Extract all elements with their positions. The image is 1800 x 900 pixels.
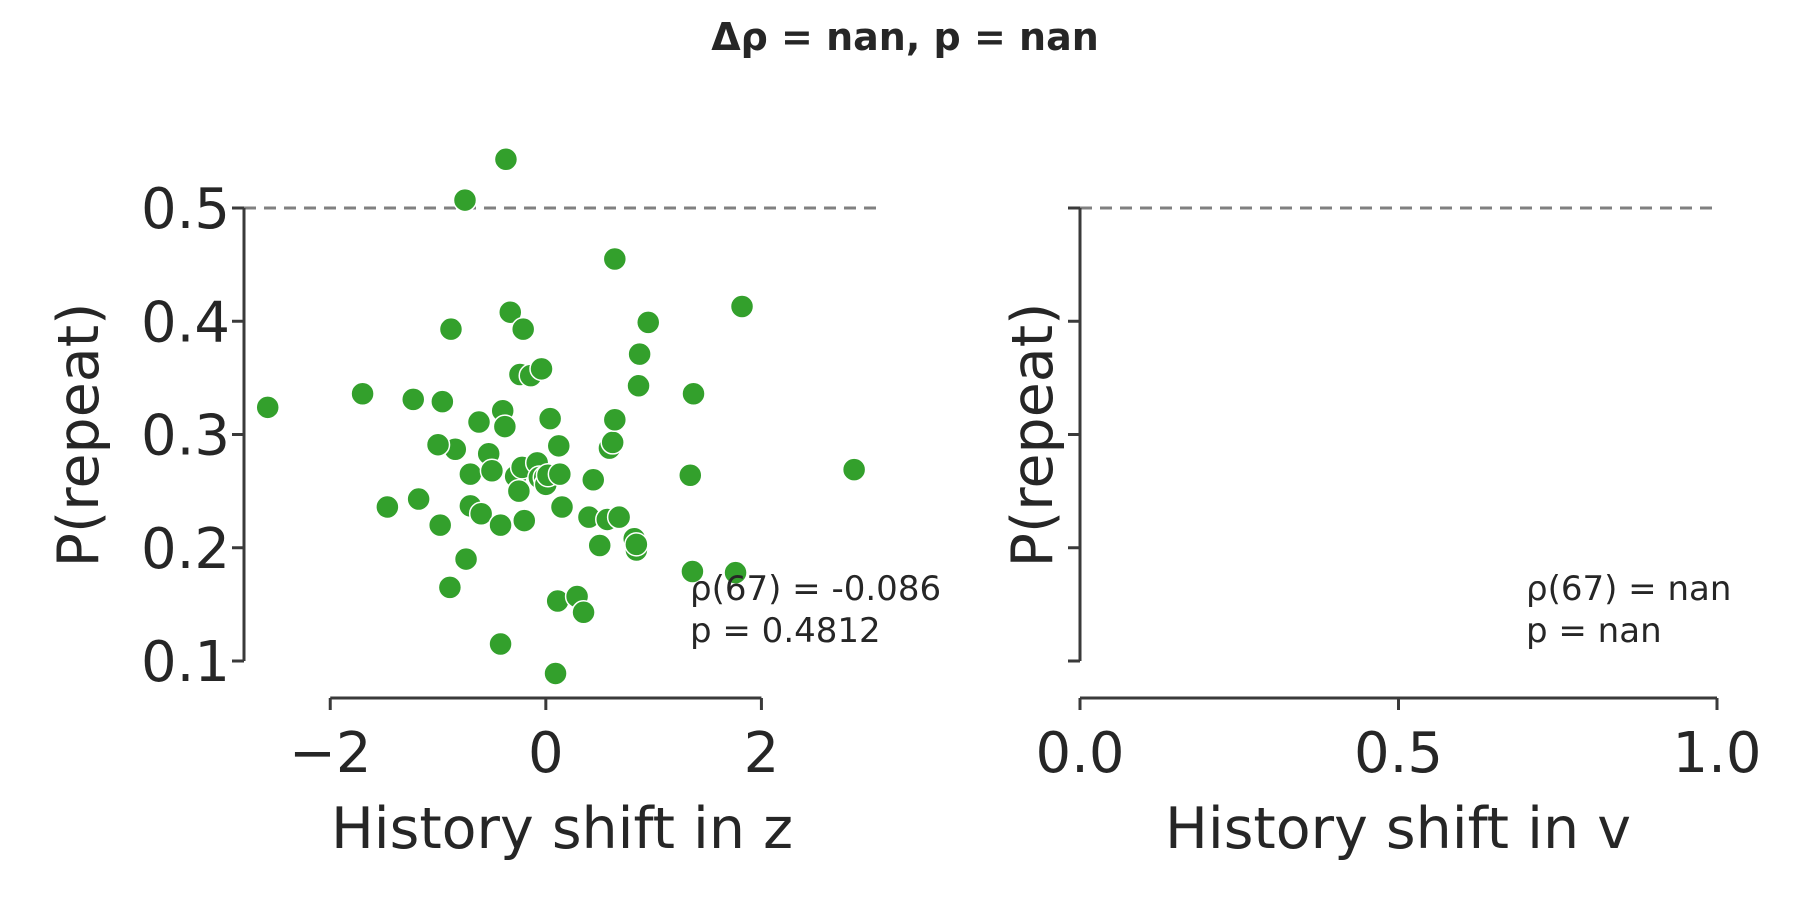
stats-p: p = 0.4812 <box>690 611 881 651</box>
data-point <box>627 341 652 367</box>
stats-rho: ρ(67) = -0.086 <box>690 569 941 609</box>
y-tick-label: 0.2 <box>141 517 230 582</box>
data-point <box>512 508 537 533</box>
data-point <box>729 294 755 319</box>
data-point <box>626 373 651 399</box>
x-tick-label: 0.0 <box>1035 721 1124 786</box>
stats-rho: ρ(67) = nan <box>1526 569 1731 609</box>
data-point <box>678 463 703 488</box>
data-point <box>581 467 606 493</box>
data-point <box>587 533 612 558</box>
data-point <box>841 457 867 482</box>
x-tick-label: 0 <box>528 721 564 786</box>
data-point <box>600 430 625 455</box>
data-point <box>488 631 513 657</box>
data-point <box>571 600 596 625</box>
x-tick-label: 0.5 <box>1354 721 1443 786</box>
y-axis-label: P(repeat) <box>46 303 112 568</box>
data-point <box>498 299 523 325</box>
data-point <box>606 504 632 530</box>
y-tick-label: 0.4 <box>141 290 230 355</box>
data-point <box>255 395 280 420</box>
x-axis-label: History shift in v <box>1165 796 1631 862</box>
data-point <box>350 381 375 406</box>
y-axis-label: P(repeat) <box>1000 303 1066 568</box>
data-point <box>466 409 492 435</box>
data-point <box>438 316 464 342</box>
data-point <box>602 246 628 272</box>
data-point <box>546 433 572 459</box>
stats-p: p = nan <box>1526 611 1662 651</box>
data-point <box>549 494 575 520</box>
data-point <box>529 356 554 382</box>
data-point <box>453 546 479 572</box>
data-point <box>427 512 453 538</box>
x-tick-label: −2 <box>289 721 372 786</box>
data-point <box>681 381 706 406</box>
panel-history-shift-z: 0.1 0.2 0.3 0.4 0.5 −2 0 2 History shift in z P(r… <box>46 147 941 862</box>
data-point <box>602 407 628 433</box>
data-point <box>400 387 426 412</box>
panel-history-shift-v: 0.0 0.5 1.0 History shift in v P(repeat) ρ(67… <box>1000 206 1762 862</box>
data-point <box>479 458 505 483</box>
data-point <box>624 532 649 557</box>
x-axis-label: History shift in z <box>331 796 793 862</box>
data-point <box>547 461 573 487</box>
x-tick-label: 1.0 <box>1672 721 1761 786</box>
data-point <box>537 406 563 431</box>
data-point <box>430 389 455 414</box>
data-point <box>493 147 519 172</box>
y-tick-label: 0.5 <box>141 177 230 242</box>
data-point <box>543 661 568 686</box>
data-point <box>635 310 661 335</box>
data-point <box>452 187 478 213</box>
data-point <box>437 575 463 600</box>
data-point <box>510 316 536 342</box>
data-point <box>406 486 431 512</box>
data-point <box>425 432 451 457</box>
data-point <box>492 414 518 439</box>
figure-suptitle: Δρ = nan, p = nan <box>711 15 1099 59</box>
x-tick-label: 2 <box>744 721 780 786</box>
data-point <box>723 560 748 585</box>
data-point <box>375 494 400 520</box>
data-point <box>468 501 494 527</box>
y-tick-label: 0.3 <box>141 404 230 469</box>
data-point <box>458 461 483 487</box>
data-point <box>488 512 513 538</box>
data-point <box>680 559 705 584</box>
data-point <box>506 478 532 504</box>
y-tick-label: 0.1 <box>141 630 230 695</box>
